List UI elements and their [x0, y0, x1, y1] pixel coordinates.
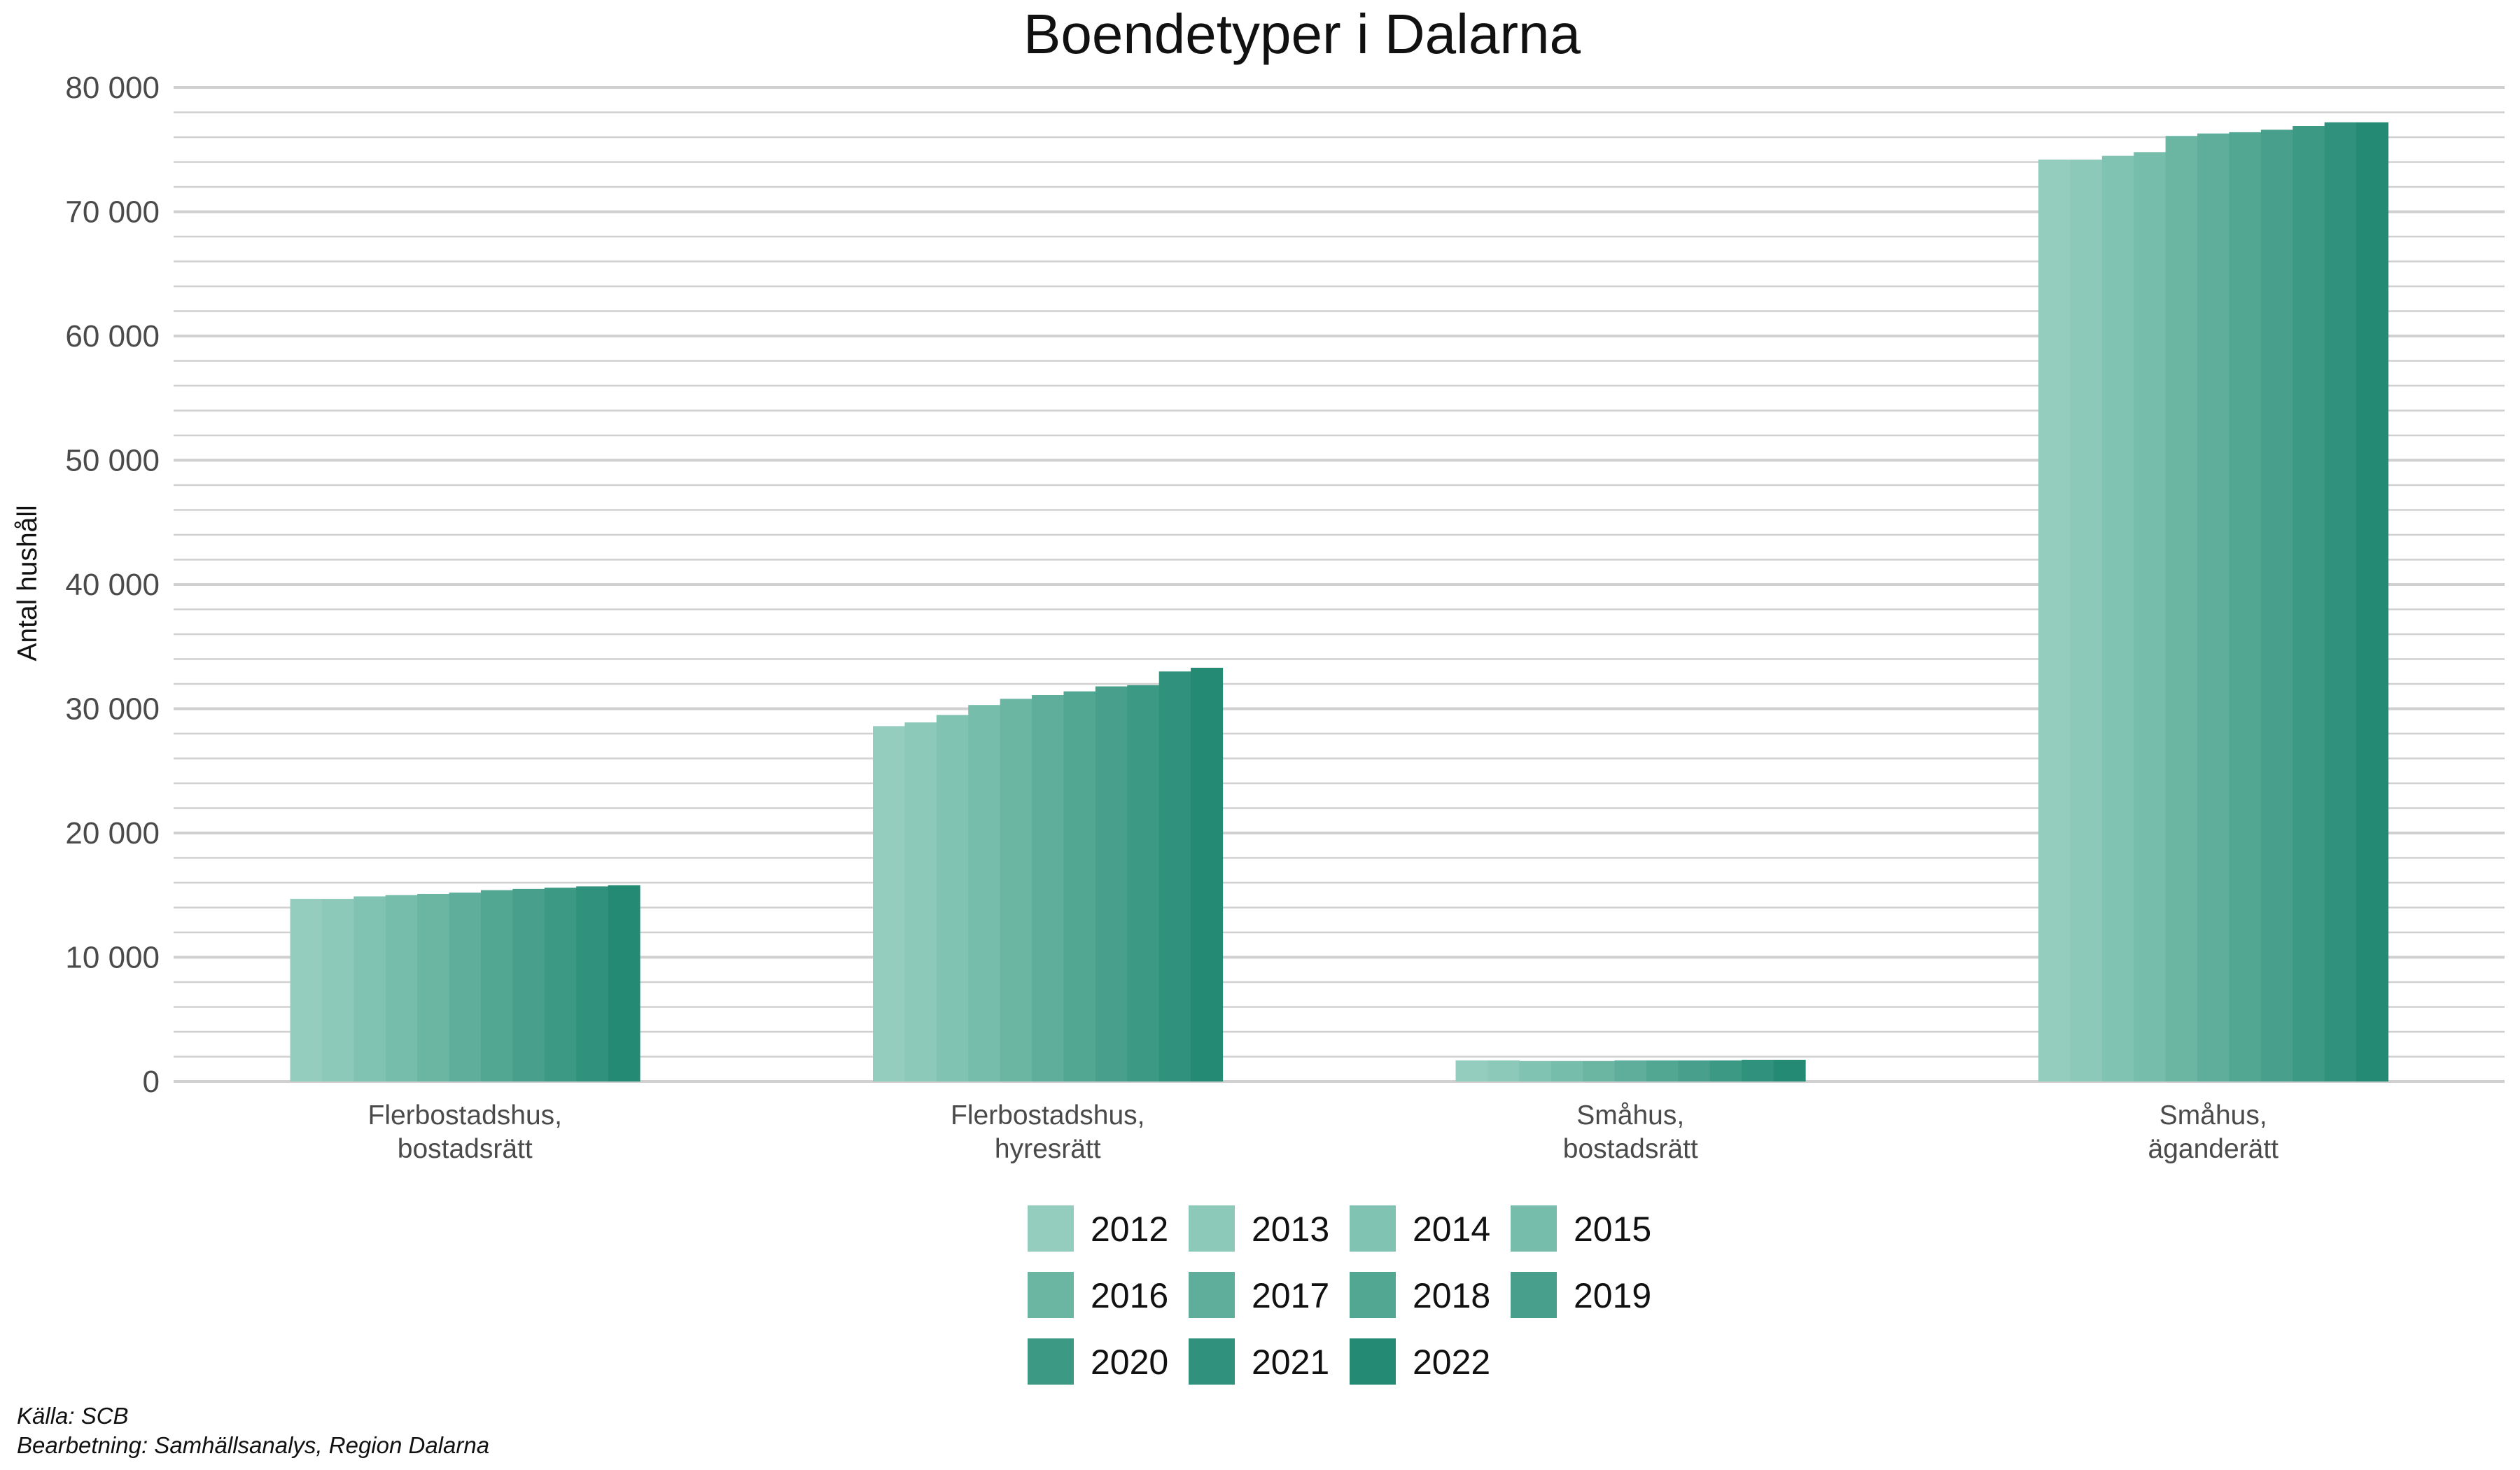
bar-2018-3 [2229, 132, 2262, 1082]
legend-label: 2020 [1091, 1343, 1168, 1382]
bar-2012-0 [290, 899, 323, 1082]
y-tick-label: 50 000 [65, 444, 160, 478]
y-tick-label: 60 000 [65, 319, 160, 354]
bar-2021-1 [1158, 671, 1191, 1082]
legend-label: 2016 [1091, 1276, 1168, 1315]
bar-2016-0 [417, 893, 450, 1082]
bar-2015-1 [968, 705, 1001, 1082]
legend-item-2020: 2020 [1028, 1338, 1168, 1385]
bar-2021-0 [576, 886, 609, 1082]
bar-2018-2 [1646, 1060, 1679, 1082]
legend-label: 2021 [1252, 1343, 1329, 1382]
legend-item-2013: 2013 [1189, 1205, 1329, 1252]
bar-2019-3 [2260, 130, 2293, 1082]
bar-2016-1 [1000, 699, 1032, 1082]
y-axis-label: Antal hushåll [13, 505, 43, 661]
legend-label: 2015 [1574, 1210, 1651, 1249]
legend-item-2012: 2012 [1028, 1205, 1168, 1252]
bar-2017-3 [2197, 133, 2230, 1082]
legend-swatch [1511, 1272, 1557, 1318]
y-tick-label: 0 [143, 1065, 160, 1099]
bar-2014-2 [1519, 1060, 1552, 1082]
legend: 2012 2013 2014 2015 2016 2017 2018 2019 2020 2021… [1028, 1205, 1651, 1385]
legend-swatch [1350, 1205, 1396, 1252]
bar-2016-2 [1583, 1060, 1616, 1082]
bar-2013-0 [321, 899, 354, 1082]
bar-2013-1 [904, 722, 937, 1082]
y-tick-label: 10 000 [65, 941, 160, 975]
y-tick-label: 40 000 [65, 568, 160, 602]
bar-2022-2 [1773, 1059, 1806, 1082]
legend-item-2022: 2022 [1350, 1338, 1490, 1385]
legend-item-2016: 2016 [1028, 1272, 1168, 1318]
bar-2018-0 [480, 890, 513, 1082]
legend-item-2018: 2018 [1350, 1272, 1490, 1318]
legend-swatch [1028, 1272, 1074, 1318]
x-axis-labels: Flerbostadshus, bostadsrätt Flerbostadshus… [368, 1100, 2279, 1164]
legend-label: 2018 [1413, 1276, 1490, 1315]
bars [290, 122, 2389, 1082]
bar-2020-3 [2292, 126, 2325, 1082]
bar-2015-0 [385, 895, 418, 1082]
bar-2013-2 [1487, 1060, 1520, 1082]
legend-swatch [1350, 1338, 1396, 1385]
legend-swatch [1028, 1205, 1074, 1252]
bar-2017-0 [449, 892, 482, 1082]
legend-swatch [1028, 1338, 1074, 1385]
x-tick-label: Flerbostadshus, bostadsrätt [368, 1100, 562, 1164]
bar-2020-1 [1127, 685, 1160, 1082]
y-tick-label: 30 000 [65, 692, 160, 727]
bar-2017-1 [1032, 694, 1065, 1082]
bar-2019-0 [512, 888, 545, 1082]
bar-2019-2 [1678, 1060, 1711, 1082]
y-tick-label: 70 000 [65, 195, 160, 230]
legend-label: 2017 [1252, 1276, 1329, 1315]
legend-item-2021: 2021 [1189, 1338, 1329, 1385]
x-tick-label: Småhus, äganderätt [2148, 1100, 2279, 1164]
legend-swatch [1189, 1205, 1235, 1252]
caption-source: Källa: SCB [17, 1403, 129, 1429]
legend-item-2017: 2017 [1189, 1272, 1329, 1318]
bar-2015-2 [1550, 1060, 1583, 1082]
bar-2020-0 [544, 888, 577, 1082]
bar-2022-0 [608, 885, 640, 1082]
caption-processing: Bearbetning: Samhällsanalys, Region Dala… [17, 1432, 489, 1458]
bar-2012-1 [873, 726, 906, 1082]
legend-item-2015: 2015 [1511, 1205, 1651, 1252]
legend-label: 2013 [1252, 1210, 1329, 1249]
y-axis-ticks: 0 10 000 20 000 30 000 40 000 50 000 60 000 70 … [65, 71, 160, 1099]
bar-2014-3 [2101, 155, 2134, 1082]
chart-title: Boendetyper i Dalarna [1023, 3, 1581, 65]
bar-2021-2 [1742, 1059, 1774, 1082]
legend-swatch [1189, 1272, 1235, 1318]
x-tick-label: Småhus, bostadsrätt [1563, 1100, 1698, 1164]
bar-2014-0 [354, 896, 386, 1082]
bar-2016-3 [2165, 136, 2198, 1082]
legend-swatch [1511, 1205, 1557, 1252]
bar-2021-3 [2324, 122, 2357, 1082]
bar-2017-2 [1614, 1060, 1647, 1082]
bar-2013-3 [2070, 159, 2103, 1082]
legend-item-2014: 2014 [1350, 1205, 1490, 1252]
legend-label: 2019 [1574, 1276, 1651, 1315]
legend-label: 2014 [1413, 1210, 1490, 1249]
bar-2019-1 [1095, 686, 1128, 1082]
x-tick-label: Flerbostadshus, hyresrätt [951, 1100, 1144, 1164]
legend-swatch [1350, 1272, 1396, 1318]
y-tick-label: 20 000 [65, 816, 160, 850]
bar-2014-1 [936, 715, 969, 1082]
bar-2022-1 [1191, 667, 1224, 1082]
bar-2015-3 [2134, 152, 2166, 1082]
legend-swatch [1189, 1338, 1235, 1385]
bar-2020-2 [1709, 1060, 1742, 1082]
bar-2012-2 [1455, 1060, 1488, 1082]
y-tick-label: 80 000 [65, 71, 160, 105]
legend-label: 2012 [1091, 1210, 1168, 1249]
bar-2018-1 [1063, 691, 1096, 1082]
bar-2012-3 [2038, 159, 2071, 1082]
legend-item-2019: 2019 [1511, 1272, 1651, 1318]
bar-2022-3 [2356, 122, 2389, 1082]
legend-label: 2022 [1413, 1343, 1490, 1382]
